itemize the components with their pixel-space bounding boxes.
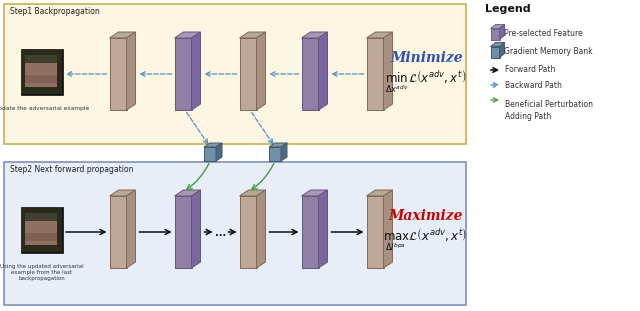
FancyBboxPatch shape: [4, 162, 466, 305]
Polygon shape: [367, 190, 392, 196]
Text: Update the adversarial example: Update the adversarial example: [0, 106, 90, 111]
Text: Minimize: Minimize: [390, 51, 463, 65]
Polygon shape: [175, 196, 191, 268]
Polygon shape: [490, 25, 504, 29]
Polygon shape: [319, 190, 328, 268]
FancyBboxPatch shape: [4, 4, 466, 144]
Polygon shape: [257, 190, 266, 268]
Bar: [25, 213, 57, 221]
Polygon shape: [367, 196, 383, 268]
Text: $\min_{\Delta x^{adv}}\mathcal{L}\left(x^{adv}, x^t\right)$: $\min_{\Delta x^{adv}}\mathcal{L}\left(x…: [385, 68, 467, 95]
Polygon shape: [239, 38, 257, 110]
Text: Pre-selected Feature: Pre-selected Feature: [504, 30, 583, 39]
Bar: [21, 207, 63, 253]
Text: Step1 Backpropagation: Step1 Backpropagation: [10, 7, 100, 16]
Polygon shape: [301, 196, 319, 268]
Text: ...: ...: [215, 228, 226, 238]
Text: Backward Path: Backward Path: [505, 81, 562, 90]
Polygon shape: [383, 190, 392, 268]
Polygon shape: [490, 29, 499, 39]
Bar: [22, 50, 62, 94]
Bar: [25, 75, 57, 83]
Text: Gradient Memory Bank: Gradient Memory Bank: [504, 48, 593, 57]
Text: Using the updated adversarial
example from the last
backpropagation: Using the updated adversarial example fr…: [0, 264, 84, 281]
Polygon shape: [301, 190, 328, 196]
Text: Forward Path: Forward Path: [505, 66, 556, 75]
Bar: [25, 55, 57, 87]
Bar: [21, 49, 63, 95]
Polygon shape: [367, 38, 383, 110]
Polygon shape: [127, 190, 136, 268]
Polygon shape: [175, 190, 200, 196]
Polygon shape: [281, 143, 287, 161]
Polygon shape: [239, 196, 257, 268]
Text: $\max_{\Delta l^{bpa}}\mathcal{L}\left(x^{adv}, x^t\right)$: $\max_{\Delta l^{bpa}}\mathcal{L}\left(x…: [383, 226, 467, 253]
Polygon shape: [319, 32, 328, 110]
Polygon shape: [127, 32, 136, 110]
Polygon shape: [499, 43, 504, 58]
Polygon shape: [499, 25, 504, 39]
Bar: [25, 233, 57, 241]
Polygon shape: [490, 47, 499, 58]
Text: Beneficial Perturbation
Adding Path: Beneficial Perturbation Adding Path: [505, 100, 593, 121]
Bar: [25, 55, 57, 63]
Polygon shape: [109, 32, 136, 38]
Polygon shape: [239, 190, 266, 196]
Polygon shape: [175, 32, 200, 38]
Text: Maximize: Maximize: [388, 209, 463, 223]
Polygon shape: [204, 143, 222, 147]
Polygon shape: [301, 38, 319, 110]
Polygon shape: [191, 190, 200, 268]
Text: Legend: Legend: [485, 4, 531, 14]
Polygon shape: [383, 32, 392, 110]
Polygon shape: [175, 38, 191, 110]
Polygon shape: [301, 32, 328, 38]
Polygon shape: [269, 143, 287, 147]
Polygon shape: [490, 43, 504, 47]
Bar: [25, 213, 57, 245]
Polygon shape: [239, 32, 266, 38]
Polygon shape: [109, 190, 136, 196]
Polygon shape: [216, 143, 222, 161]
Text: Step2 Next forward propagation: Step2 Next forward propagation: [10, 165, 134, 174]
Polygon shape: [367, 32, 392, 38]
Polygon shape: [109, 38, 127, 110]
Polygon shape: [204, 147, 216, 161]
Polygon shape: [109, 196, 127, 268]
Polygon shape: [269, 147, 281, 161]
Bar: [22, 208, 62, 252]
Polygon shape: [191, 32, 200, 110]
Polygon shape: [257, 32, 266, 110]
